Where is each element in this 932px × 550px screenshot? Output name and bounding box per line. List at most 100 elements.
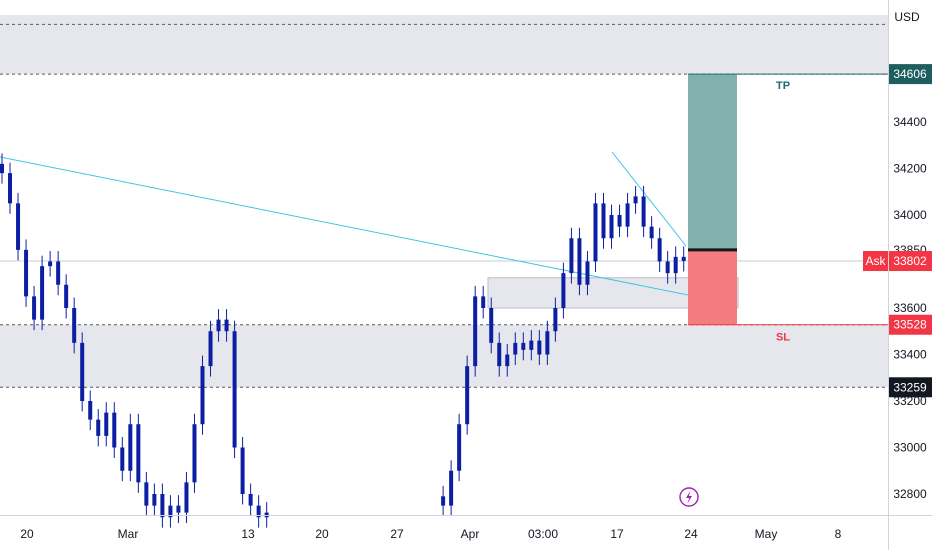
tp-label: TP (776, 80, 790, 92)
time-axis[interactable]: 20 Mar 13 20 27 Apr 03:00 17 24 May 8 (20, 527, 841, 541)
candle-body (529, 340, 534, 350)
tp-price-label-bg (889, 64, 932, 85)
candle-body (585, 261, 590, 285)
candle-body (136, 424, 141, 483)
candle-body (80, 342, 85, 401)
candle-body (104, 412, 109, 436)
sl-price-label: 33528 (893, 318, 927, 332)
candle-body (264, 512, 269, 518)
candle-body (200, 366, 205, 425)
candle-body (128, 424, 133, 471)
candle-body (16, 203, 21, 250)
candle-body (176, 505, 181, 513)
candle-body (569, 238, 574, 274)
candle-body (617, 215, 622, 227)
candle-body (40, 266, 45, 320)
candle-body (152, 494, 157, 506)
time-tick-label: May (755, 527, 778, 541)
candle-body (32, 296, 37, 320)
support-price-label-bg (889, 377, 932, 398)
candle-body (64, 284, 69, 308)
candle-body (577, 238, 582, 285)
candle-body (160, 494, 165, 518)
candle-body (88, 401, 93, 420)
support-price-label: 33259 (893, 380, 927, 394)
price-tick-label: 34000 (893, 208, 927, 222)
sl-label: SL (776, 332, 790, 344)
supply-demand-zone (0, 324, 888, 388)
candle-body (537, 340, 542, 355)
candle-body (489, 308, 494, 343)
candle-body (8, 173, 13, 204)
candle-body (184, 482, 189, 513)
candle-body (256, 505, 261, 518)
stop-loss-area (688, 249, 737, 325)
time-tick-label: 17 (610, 527, 624, 541)
time-tick-label: 8 (835, 527, 842, 541)
plot-background (0, 0, 888, 515)
candle-body (649, 226, 654, 239)
candle-body (593, 203, 598, 262)
candle-body (112, 412, 117, 448)
supply-demand-zone (0, 15, 888, 75)
price-tick-label: 34400 (893, 115, 927, 129)
candle-body (545, 331, 550, 355)
ask-tag-label: Ask (865, 254, 886, 268)
time-tick-label: 20 (315, 527, 329, 541)
price-tick-label: 33600 (893, 301, 927, 315)
candle-body (0, 163, 4, 174)
candle-body (497, 342, 502, 367)
price-tick-label: 32800 (893, 487, 927, 501)
candle-body (681, 256, 686, 262)
candle-body (641, 196, 646, 227)
candle-body (216, 319, 221, 332)
price-tick-label: 33400 (893, 348, 927, 362)
candle-body (240, 447, 245, 494)
candle-body (72, 308, 77, 343)
ask-price-label-bg (889, 251, 932, 272)
time-tick-label: 13 (241, 527, 255, 541)
zones-layer (0, 15, 888, 388)
trendline-short[interactable] (611, 151, 687, 247)
price-tick-label: 33200 (893, 394, 927, 408)
candle-body (609, 215, 614, 239)
candle-body (521, 342, 526, 350)
candle-body (449, 470, 454, 506)
currency-label: USD (894, 10, 920, 24)
candle-body (665, 261, 670, 274)
candle-body (625, 203, 630, 227)
time-tick-label: 20 (20, 527, 34, 541)
candle-body (441, 496, 446, 506)
time-tick-label: 03:00 (528, 527, 558, 541)
candle-body (48, 261, 53, 267)
candle-body (513, 342, 518, 355)
candles-layer (0, 153, 686, 528)
candle-body (224, 319, 229, 332)
candle-body (24, 249, 29, 297)
time-tick-label: 27 (390, 527, 404, 541)
candle-body (457, 424, 462, 471)
time-tick-label: Apr (461, 527, 480, 541)
candle-body (465, 366, 470, 425)
candle-body (120, 447, 125, 471)
time-tick-label: Mar (118, 527, 139, 541)
time-tick-label: 24 (684, 527, 698, 541)
price-axis[interactable]: 34400 34200 34000 33600 33400 33200 33000 32800 (893, 115, 927, 501)
ask-price-label: 33802 (893, 254, 927, 268)
take-profit-area (688, 74, 737, 250)
candle-body (168, 505, 173, 518)
candle-body (208, 331, 213, 367)
candle-body (232, 331, 237, 448)
candle-body (56, 261, 61, 285)
lightning-bolt-icon[interactable] (679, 487, 699, 507)
candle-body (473, 296, 478, 367)
candle-body (96, 419, 101, 436)
candle-body (553, 308, 558, 332)
long-position-tool[interactable]: TP SL (688, 73, 888, 344)
candle-body (561, 273, 566, 308)
tp-price-label: 34606 (893, 67, 927, 81)
candle-body (673, 256, 678, 274)
candle-body (657, 238, 662, 262)
